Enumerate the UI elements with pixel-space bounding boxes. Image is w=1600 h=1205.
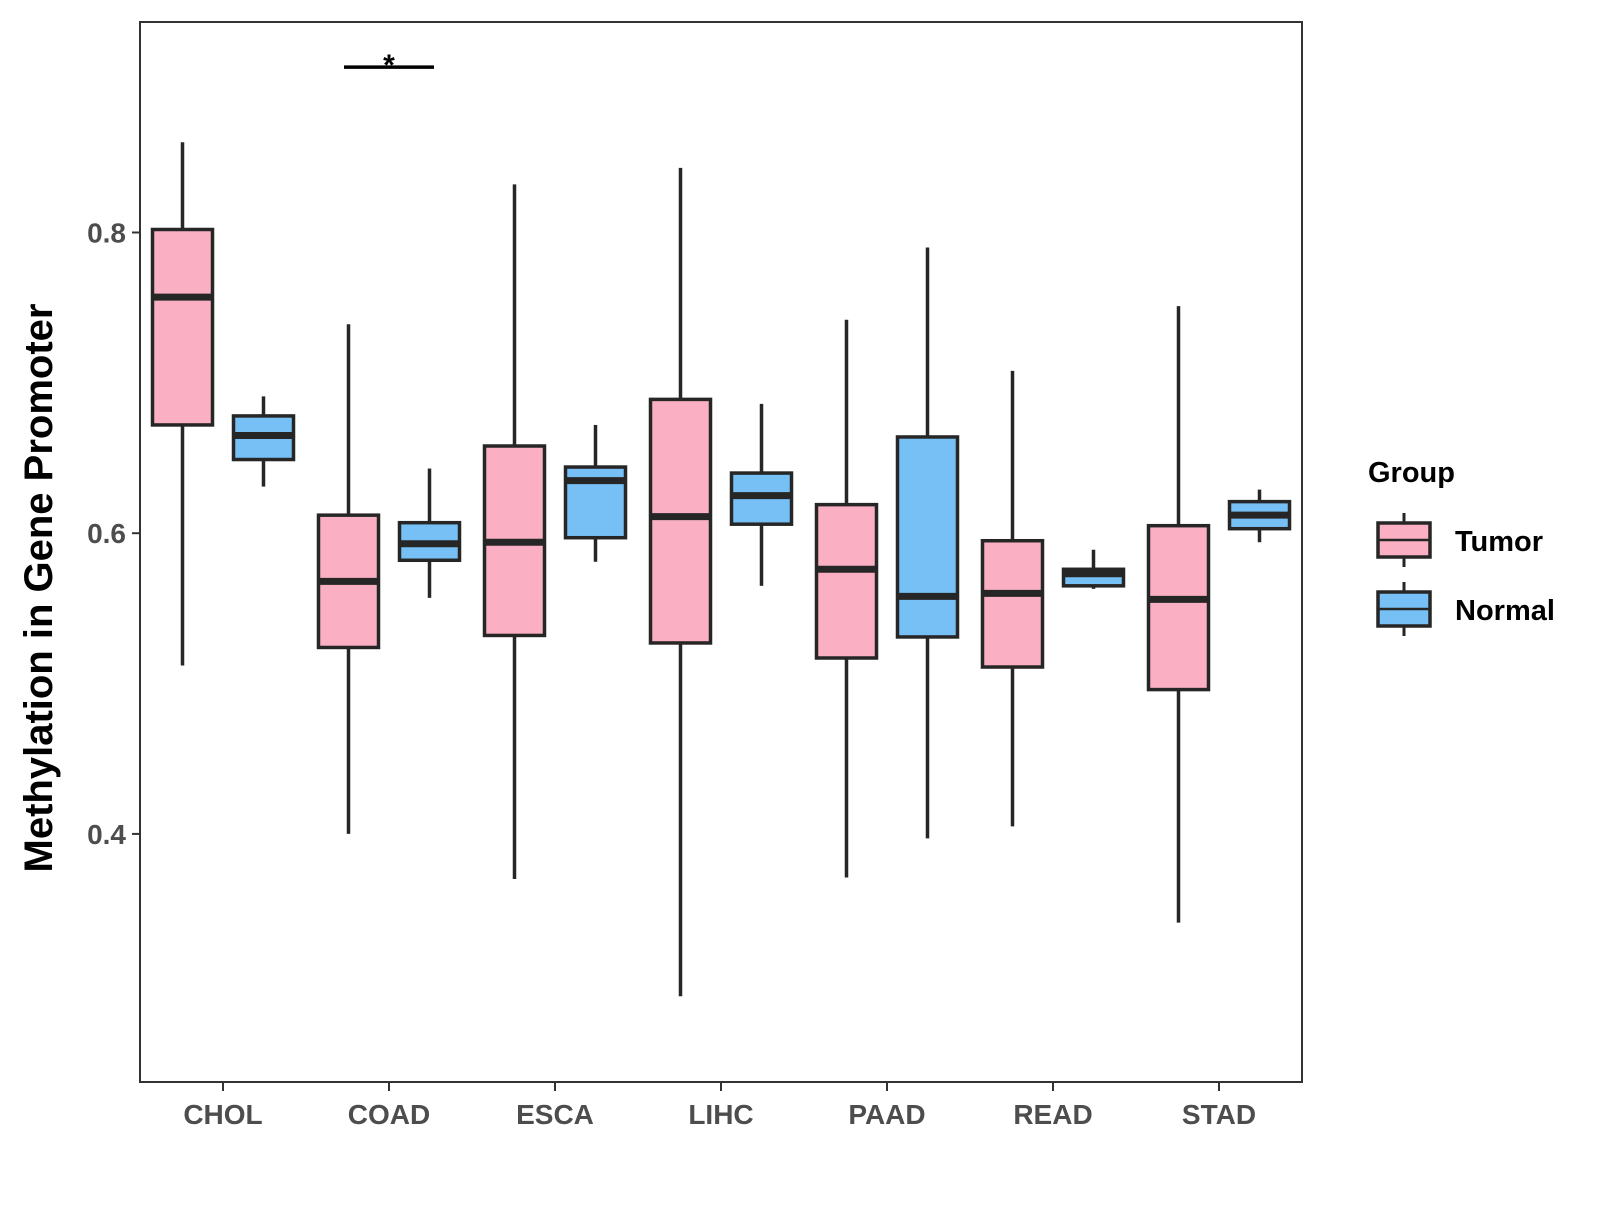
box-normal-paad xyxy=(895,247,960,839)
x-tick-label: LIHC xyxy=(688,1099,753,1130)
y-axis-title: Methylation in Gene Promoter xyxy=(17,304,61,873)
box-iqr xyxy=(648,397,713,645)
box-iqr xyxy=(1146,523,1211,692)
legend-title: Group xyxy=(1368,457,1455,489)
box-normal-esca xyxy=(563,424,628,562)
box-iqr xyxy=(814,502,879,660)
box-tumor-coad xyxy=(316,324,381,834)
box-tumor-read xyxy=(980,370,1045,827)
x-tick-label: PAAD xyxy=(848,1099,925,1130)
legend-label: Normal xyxy=(1455,595,1555,627)
panel-border xyxy=(139,21,1303,1083)
axes: 0.4 0.6 0.8 CHOL COAD ESCA LIHC PAAD READ STAD Met… xyxy=(17,217,1256,1130)
legend-item-normal: Normal xyxy=(1376,582,1555,636)
box-tumor-chol xyxy=(150,142,215,666)
box-iqr xyxy=(980,538,1045,669)
box-iqr xyxy=(150,227,215,427)
x-tick-label: STAD xyxy=(1182,1099,1256,1130)
box-normal-read xyxy=(1061,549,1126,589)
significance-label: * xyxy=(383,49,395,82)
x-tick-label: CHOL xyxy=(183,1099,262,1130)
box-iqr xyxy=(895,435,960,639)
y-tick-label: 0.8 xyxy=(87,217,126,248)
x-tick-label: READ xyxy=(1013,1099,1092,1130)
x-tick-label: COAD xyxy=(348,1099,430,1130)
box-normal-lihc xyxy=(729,403,794,586)
legend: Group Tumor Normal xyxy=(1368,457,1555,636)
box-tumor-esca xyxy=(482,184,547,880)
y-tick-label: 0.6 xyxy=(87,518,126,549)
y-tick-label: 0.4 xyxy=(87,819,126,850)
box-tumor-lihc xyxy=(648,167,713,997)
box-normal-coad xyxy=(397,468,462,598)
box-normal-chol xyxy=(231,396,296,487)
legend-label: Tumor xyxy=(1455,526,1543,558)
box-tumor-stad xyxy=(1146,306,1211,923)
box-tumor-paad xyxy=(814,319,879,878)
x-tick-label: ESCA xyxy=(516,1099,594,1130)
legend-item-tumor: Tumor xyxy=(1376,513,1543,567)
plot-area: * xyxy=(139,21,1303,1083)
box-normal-stad xyxy=(1227,489,1292,543)
